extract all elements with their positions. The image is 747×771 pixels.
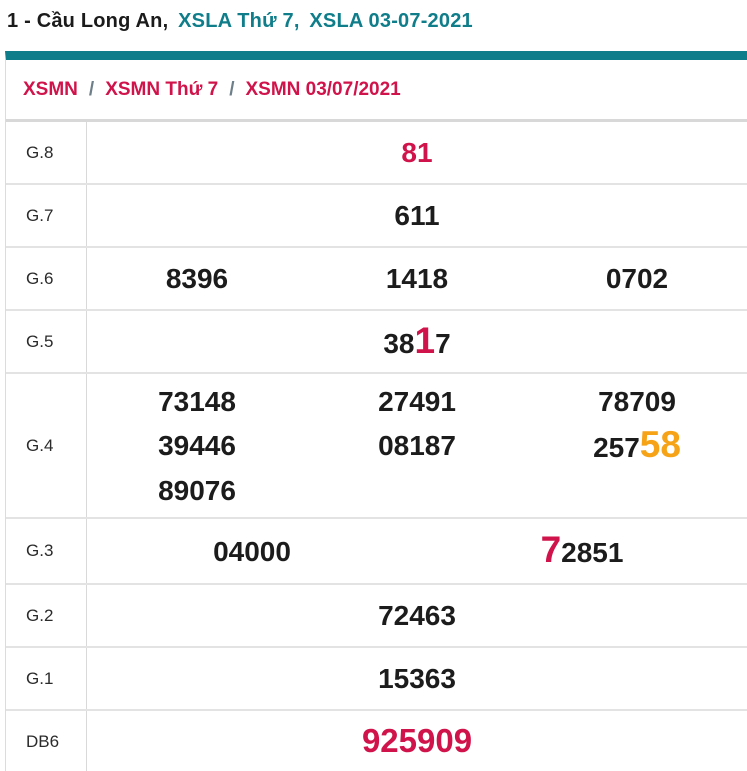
- prize-digit: 257: [593, 431, 640, 463]
- prize-digit: 15363: [378, 663, 456, 694]
- prize-row-g7: G.7 611: [6, 185, 747, 248]
- prize-number: 81: [87, 131, 747, 174]
- prize-digit: 04000: [213, 535, 291, 567]
- prize-digit: 7: [435, 327, 451, 359]
- breadcrumb-separator: /: [88, 78, 95, 100]
- title-station: 1 - Cầu Long An,: [7, 10, 169, 32]
- prize-row-g8: G.8 81: [6, 122, 747, 185]
- prize-number: 27491: [307, 380, 527, 423]
- prize-row-g5: G.5 3817: [6, 311, 747, 374]
- prize-digit: 2851: [561, 537, 624, 568]
- prize-number: 3817: [87, 319, 747, 365]
- prize-values-db6: 925909: [87, 711, 747, 771]
- prize-digit: 89076: [158, 474, 236, 506]
- prize-number: 25758: [527, 423, 747, 469]
- prize-number: 925909: [87, 719, 747, 764]
- prize-values-g6: 8396 1418 0702: [87, 248, 747, 309]
- prize-label-db6: DB6: [6, 711, 87, 771]
- prize-digit: 39446: [158, 430, 236, 461]
- prize-values-g2: 72463: [87, 585, 747, 646]
- prize-digit: 27491: [378, 385, 456, 417]
- prize-row-g6: G.6 8396 1418 0702: [6, 248, 747, 311]
- prize-number: 611: [87, 194, 747, 237]
- prize-digit: 8396: [165, 263, 229, 294]
- results-table-body: G.8 81 G.7 611 G.6 8396 1418 0702 G.5 3817 G.4 7314…: [6, 122, 747, 771]
- results-table: XSMN / XSMN Thứ 7 / XSMN 03/07/2021 G.8 8…: [5, 51, 747, 771]
- breadcrumb: XSMN / XSMN Thứ 7 / XSMN 03/07/2021: [6, 60, 747, 122]
- prize-digit-highlight: 58: [639, 423, 681, 465]
- breadcrumb-separator: /: [229, 78, 235, 100]
- prize-digit: 1418: [385, 263, 449, 294]
- prize-label-g6: G.6: [6, 248, 87, 309]
- prize-label-g4: G.4: [6, 374, 87, 517]
- breadcrumb-item-xsmn[interactable]: XSMN: [23, 78, 78, 100]
- prize-number: 39446: [87, 424, 307, 467]
- prize-row-g4: G.4 73148 27491 78709 39446 08187 25758 89076: [6, 374, 747, 519]
- prize-number: 8396: [87, 257, 307, 300]
- breadcrumb-item-date[interactable]: XSMN 03/07/2021: [245, 78, 401, 100]
- prize-values-g7: 611: [87, 185, 747, 246]
- prize-number: 08187: [307, 424, 527, 467]
- prize-values-g1: 15363: [87, 648, 747, 709]
- prize-label-g2: G.2: [6, 585, 87, 646]
- prize-label-g8: G.8: [6, 122, 87, 183]
- prize-digit-highlight: 7: [540, 529, 562, 570]
- prize-row-g1: G.1 15363: [6, 648, 747, 711]
- prize-digit: 08187: [378, 430, 456, 461]
- title-link-date[interactable]: XSLA 03-07-2021: [309, 10, 473, 32]
- prize-row-db6: DB6 925909: [6, 711, 747, 771]
- prize-values-g8: 81: [87, 122, 747, 183]
- prize-label-g7: G.7: [6, 185, 87, 246]
- page-title: 1 - Cầu Long An, XSLA Thứ 7, XSLA 03-07-…: [0, 0, 747, 51]
- prize-label-g5: G.5: [6, 311, 87, 372]
- breadcrumb-item-weekday[interactable]: XSMN Thứ 7: [105, 78, 219, 100]
- prize-number: 15363: [87, 657, 747, 700]
- prize-number: 78709: [527, 380, 747, 423]
- prize-number: 1418: [307, 257, 527, 300]
- prize-digit-highlight: 925909: [361, 722, 473, 759]
- prize-digit: 38: [383, 327, 415, 359]
- prize-digit: 73148: [158, 385, 236, 417]
- prize-digit-highlight: 81: [401, 137, 433, 168]
- title-link-weekday[interactable]: XSLA Thứ 7,: [178, 10, 300, 32]
- prize-number: 04000: [87, 530, 417, 573]
- prize-number: 72463: [87, 594, 747, 637]
- prize-values-g3: 04000 72851: [87, 519, 747, 583]
- prize-row-g3: G.3 04000 72851: [6, 519, 747, 585]
- prize-label-g3: G.3: [6, 519, 87, 583]
- prize-digit: 0702: [605, 263, 669, 294]
- prize-number: 0702: [527, 257, 747, 300]
- prize-number: 72851: [417, 528, 747, 574]
- prize-digit: 78709: [598, 385, 676, 417]
- prize-digit: 72463: [378, 600, 456, 631]
- prize-label-g1: G.1: [6, 648, 87, 709]
- prize-number: 73148: [87, 380, 307, 423]
- prize-values-g4: 73148 27491 78709 39446 08187 25758 89076: [87, 374, 747, 517]
- prize-digit: 611: [394, 200, 440, 231]
- prize-values-g5: 3817: [87, 311, 747, 372]
- prize-row-g2: G.2 72463: [6, 585, 747, 648]
- prize-digit-highlight: 1: [414, 319, 436, 361]
- prize-number: 89076: [87, 469, 307, 512]
